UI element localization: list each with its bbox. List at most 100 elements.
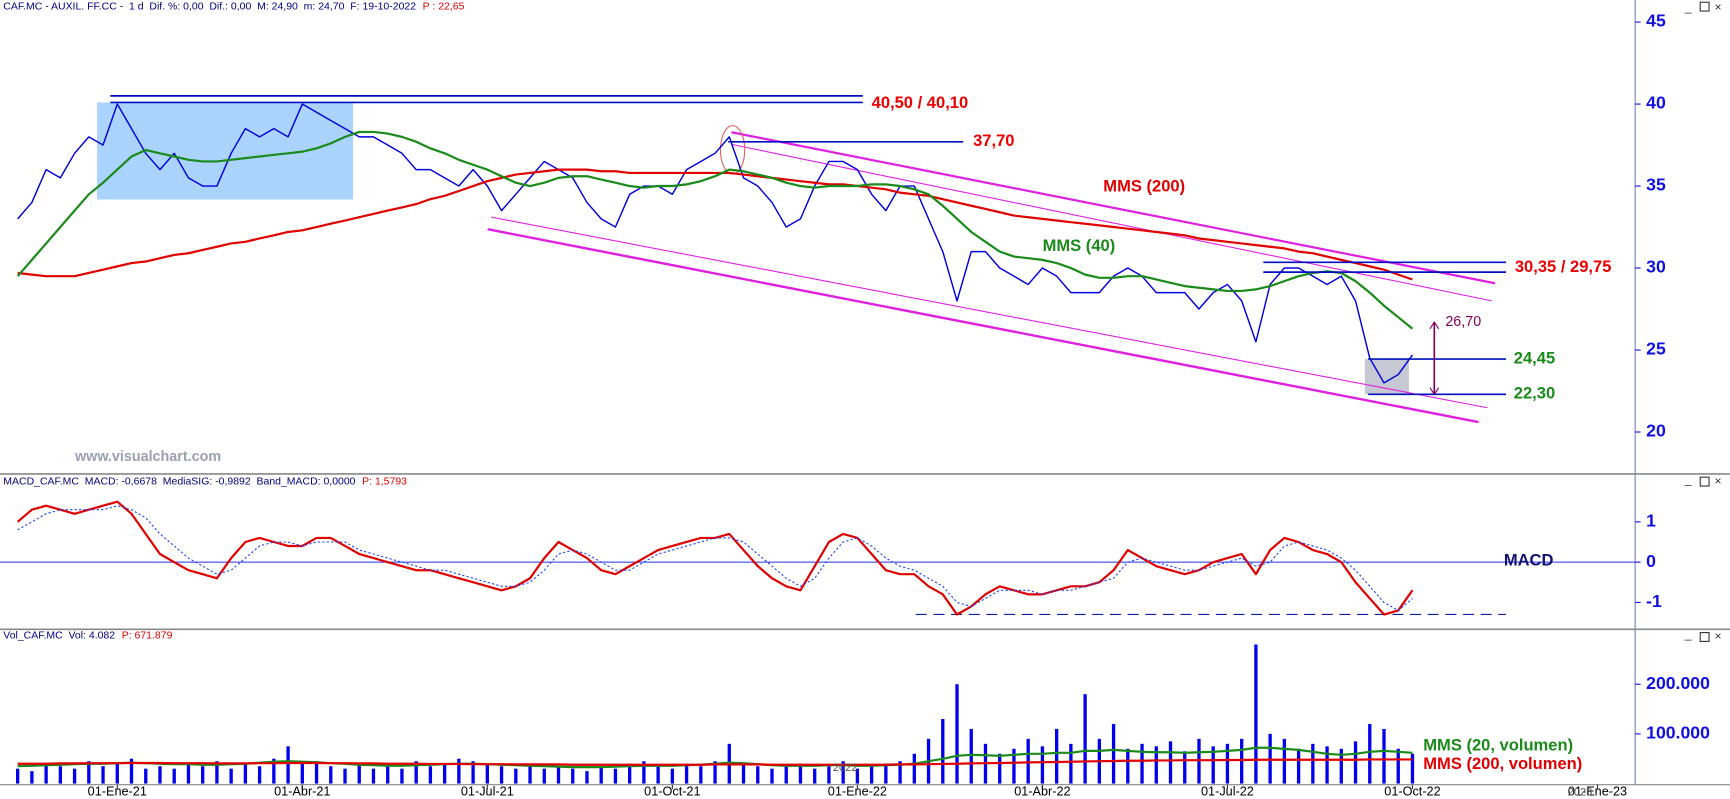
volume-bar bbox=[599, 766, 603, 784]
volume-bar bbox=[756, 766, 760, 784]
volume-bar bbox=[684, 763, 689, 784]
volume-bar bbox=[1325, 746, 1329, 784]
volume-bar bbox=[101, 766, 105, 784]
volume-bar bbox=[158, 766, 162, 784]
close-button[interactable]: × bbox=[1715, 629, 1722, 643]
minimize-button[interactable]: _ bbox=[1684, 473, 1692, 487]
volume-bar bbox=[912, 753, 916, 784]
volume-bar bbox=[129, 758, 134, 784]
minimize-button[interactable]: _ bbox=[1684, 627, 1692, 641]
x-tick-label: 01-Jul-22 bbox=[1201, 785, 1254, 799]
volume-bar bbox=[229, 768, 233, 784]
volume-bar bbox=[1012, 748, 1016, 784]
volume-bar bbox=[628, 763, 632, 784]
volume-bar bbox=[357, 763, 361, 784]
volume-bar bbox=[300, 763, 304, 784]
volume-bar bbox=[1296, 748, 1301, 784]
y-tick-label: 25 bbox=[1646, 339, 1666, 359]
trend-channel bbox=[731, 131, 1496, 285]
volume-bar bbox=[499, 766, 504, 784]
close-button[interactable]: × bbox=[1715, 0, 1722, 14]
close-button[interactable]: × bbox=[1715, 474, 1722, 488]
volume-bar bbox=[898, 761, 902, 784]
year-label: 2022 bbox=[833, 762, 858, 774]
volume-bar bbox=[542, 768, 546, 784]
series-line bbox=[17, 103, 1414, 384]
x-tick-label: 01-Oct-21 bbox=[644, 785, 700, 799]
series-line bbox=[17, 758, 1413, 766]
volume-bar bbox=[457, 758, 461, 784]
x-tick-label: 01-Jul-21 bbox=[461, 785, 514, 799]
maximize-button[interactable] bbox=[1699, 632, 1710, 642]
volume-bar bbox=[1126, 748, 1130, 784]
volume-bar bbox=[571, 768, 575, 784]
volume-bar bbox=[1083, 694, 1087, 784]
level-label: 30,35 / 29,75 bbox=[1515, 257, 1612, 276]
volume-bar bbox=[15, 768, 20, 784]
volume-bar bbox=[471, 761, 475, 784]
x-tick-label: 01-Ene-21 bbox=[88, 785, 147, 799]
x-tick-label: 01-Oct-22 bbox=[1384, 785, 1440, 799]
volume-bar bbox=[1211, 746, 1215, 784]
volume-bar bbox=[1282, 738, 1287, 784]
indicator-label: MACD bbox=[1504, 550, 1554, 569]
legend-entry: MMS (200, volumen) bbox=[1423, 754, 1582, 773]
volume-bar bbox=[186, 763, 191, 784]
volume-bar bbox=[770, 768, 774, 784]
volume-bar bbox=[1240, 738, 1244, 784]
volume-bar bbox=[1168, 741, 1173, 784]
x-tick-label: 01-Ene-23 bbox=[1568, 785, 1627, 799]
volume-bar bbox=[955, 684, 959, 784]
series-label: MMS (200) bbox=[1103, 177, 1185, 196]
series-line bbox=[16, 130, 1414, 330]
trend-channel bbox=[487, 228, 1479, 424]
volume-bar bbox=[58, 766, 63, 784]
volume-bar bbox=[428, 766, 433, 784]
volume-bar bbox=[243, 763, 248, 784]
volume-bar bbox=[87, 761, 91, 784]
volume-bar bbox=[869, 766, 874, 784]
volume-bar bbox=[1140, 743, 1144, 784]
volume-bar bbox=[442, 763, 447, 784]
panel-header: Vol_CAF.MC Vol: 4.082 bbox=[3, 631, 115, 642]
panel-header: MACD_CAF.MC MACD: -0,6678 MediaSIG: -0,9… bbox=[3, 476, 355, 487]
trend-channel bbox=[490, 216, 1488, 409]
maximize-button[interactable] bbox=[1699, 476, 1710, 487]
volume-bar bbox=[329, 766, 333, 784]
watermark: www.visualchart.com bbox=[74, 449, 221, 465]
volume-bar bbox=[286, 746, 290, 784]
volume-bar bbox=[713, 761, 717, 784]
volume-bar bbox=[485, 763, 489, 784]
volume-bar bbox=[884, 763, 888, 784]
volume-bar bbox=[813, 768, 817, 784]
volume-bar bbox=[44, 763, 48, 784]
legend-entry: MMS (20, volumen) bbox=[1423, 735, 1573, 754]
volume-bar bbox=[1040, 746, 1045, 784]
arrow-head bbox=[1429, 321, 1440, 396]
maximize-button[interactable] bbox=[1699, 1, 1710, 12]
volume-bar bbox=[514, 768, 518, 784]
volume-bar bbox=[1225, 743, 1230, 784]
year-label: 2023 bbox=[1568, 786, 1593, 798]
level-label: 37,70 bbox=[973, 131, 1014, 150]
y-tick-label: 30 bbox=[1646, 257, 1666, 277]
minimize-button[interactable]: _ bbox=[1684, 0, 1692, 14]
volume-bar bbox=[215, 761, 219, 784]
volume-bar bbox=[201, 766, 205, 784]
volume-bar bbox=[798, 763, 803, 784]
volume-bar bbox=[115, 763, 119, 784]
volume-bar bbox=[1339, 748, 1343, 784]
volume-bar bbox=[585, 771, 589, 784]
volume-bar bbox=[1069, 743, 1073, 784]
volume-bar bbox=[941, 718, 945, 784]
volume-bar bbox=[1353, 741, 1358, 784]
volume-bar bbox=[1054, 728, 1059, 784]
volume-bar bbox=[1396, 748, 1400, 784]
y-tick-label: 20 bbox=[1646, 421, 1666, 441]
volume-bar bbox=[257, 766, 262, 784]
panel-header-price: P: 671.879 bbox=[122, 631, 173, 642]
window-buttons: _ × _ × _ × bbox=[1684, 0, 1722, 643]
volume-bar bbox=[969, 728, 973, 784]
x-tick-label: 01-Abr-22 bbox=[1014, 785, 1070, 799]
